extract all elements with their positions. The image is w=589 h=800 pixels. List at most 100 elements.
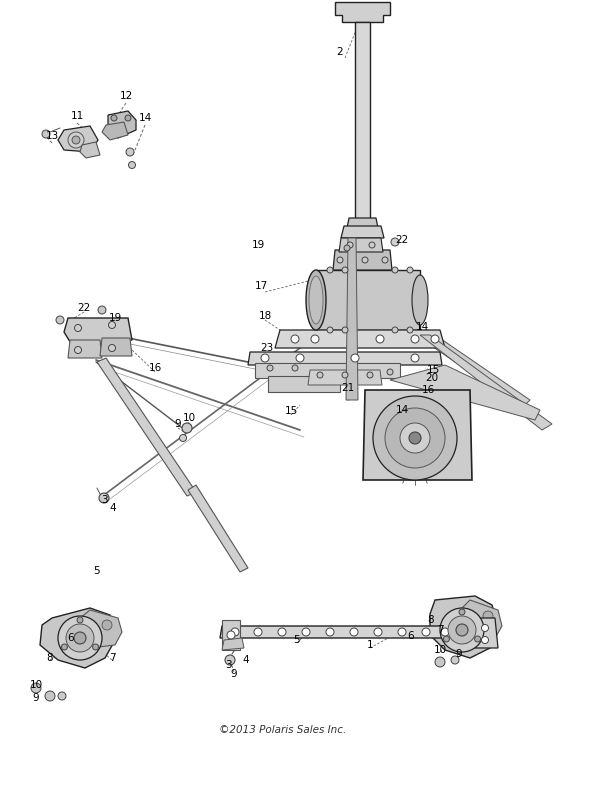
Circle shape (261, 354, 269, 362)
Text: 16: 16 (148, 363, 161, 373)
Circle shape (376, 335, 384, 343)
Text: 13: 13 (45, 131, 59, 141)
Circle shape (401, 416, 407, 422)
Circle shape (227, 631, 235, 639)
Text: 15: 15 (284, 406, 297, 416)
Text: 7: 7 (436, 625, 444, 635)
Polygon shape (222, 620, 240, 650)
Circle shape (102, 620, 112, 630)
Polygon shape (188, 485, 248, 572)
Circle shape (342, 267, 348, 273)
Text: 10: 10 (434, 645, 446, 655)
Circle shape (45, 691, 55, 701)
Text: ©2013 Polaris Sales Inc.: ©2013 Polaris Sales Inc. (219, 725, 346, 735)
Circle shape (225, 655, 235, 665)
Circle shape (278, 628, 286, 636)
Circle shape (108, 345, 115, 351)
Circle shape (31, 683, 41, 693)
Circle shape (56, 316, 64, 324)
Polygon shape (220, 626, 454, 638)
Circle shape (74, 632, 86, 644)
Text: 10: 10 (183, 413, 196, 423)
Circle shape (351, 354, 359, 362)
Text: 17: 17 (254, 281, 267, 291)
Circle shape (422, 628, 430, 636)
Circle shape (58, 692, 66, 700)
Ellipse shape (306, 270, 326, 330)
Polygon shape (363, 390, 472, 480)
Polygon shape (102, 122, 128, 140)
Circle shape (311, 335, 319, 343)
Circle shape (128, 162, 135, 169)
Circle shape (66, 624, 94, 652)
Text: 9: 9 (231, 669, 237, 679)
Circle shape (448, 616, 476, 644)
Circle shape (68, 132, 84, 148)
Circle shape (398, 628, 406, 636)
Circle shape (111, 115, 117, 121)
Circle shape (74, 346, 81, 354)
Text: 22: 22 (395, 235, 409, 245)
Polygon shape (333, 250, 392, 270)
Circle shape (327, 327, 333, 333)
Circle shape (411, 354, 419, 362)
Polygon shape (420, 330, 530, 408)
Circle shape (459, 609, 465, 615)
Circle shape (462, 625, 468, 631)
Circle shape (444, 636, 449, 642)
Circle shape (74, 325, 81, 331)
Circle shape (483, 611, 493, 621)
Text: 4: 4 (243, 655, 249, 665)
Polygon shape (64, 318, 132, 345)
Text: 1: 1 (367, 640, 373, 650)
Circle shape (407, 267, 413, 273)
Circle shape (126, 148, 134, 156)
Polygon shape (335, 2, 390, 22)
Circle shape (344, 245, 350, 251)
Polygon shape (40, 608, 118, 668)
Circle shape (61, 644, 67, 650)
Text: 6: 6 (408, 631, 414, 641)
Circle shape (342, 372, 348, 378)
Text: 6: 6 (68, 633, 74, 643)
Text: 19: 19 (108, 313, 121, 323)
Circle shape (291, 335, 299, 343)
Ellipse shape (412, 275, 428, 325)
Circle shape (296, 354, 304, 362)
Circle shape (350, 628, 358, 636)
Circle shape (369, 242, 375, 248)
Text: 14: 14 (138, 113, 151, 123)
Circle shape (367, 372, 373, 378)
Text: 14: 14 (415, 322, 429, 332)
Circle shape (434, 435, 440, 441)
Polygon shape (390, 365, 540, 420)
Circle shape (423, 454, 429, 460)
Text: 8: 8 (428, 615, 434, 625)
Polygon shape (68, 340, 102, 358)
Text: 9: 9 (456, 649, 462, 659)
Polygon shape (316, 270, 420, 330)
Circle shape (441, 628, 449, 636)
Circle shape (58, 616, 102, 660)
Circle shape (98, 306, 106, 314)
Text: 10: 10 (29, 680, 42, 690)
Text: 4: 4 (110, 503, 116, 513)
Polygon shape (275, 330, 445, 348)
Circle shape (362, 257, 368, 263)
Circle shape (374, 628, 382, 636)
Text: 3: 3 (224, 660, 231, 670)
Circle shape (92, 644, 98, 650)
Polygon shape (78, 610, 122, 648)
Circle shape (254, 628, 262, 636)
Circle shape (456, 624, 468, 636)
Circle shape (391, 238, 399, 246)
Polygon shape (222, 638, 244, 650)
Circle shape (72, 136, 80, 144)
Text: 20: 20 (425, 373, 439, 383)
Circle shape (302, 628, 310, 636)
Polygon shape (453, 618, 498, 648)
Text: 15: 15 (426, 365, 439, 375)
Circle shape (342, 327, 348, 333)
Circle shape (440, 608, 484, 652)
Text: 3: 3 (101, 495, 107, 505)
